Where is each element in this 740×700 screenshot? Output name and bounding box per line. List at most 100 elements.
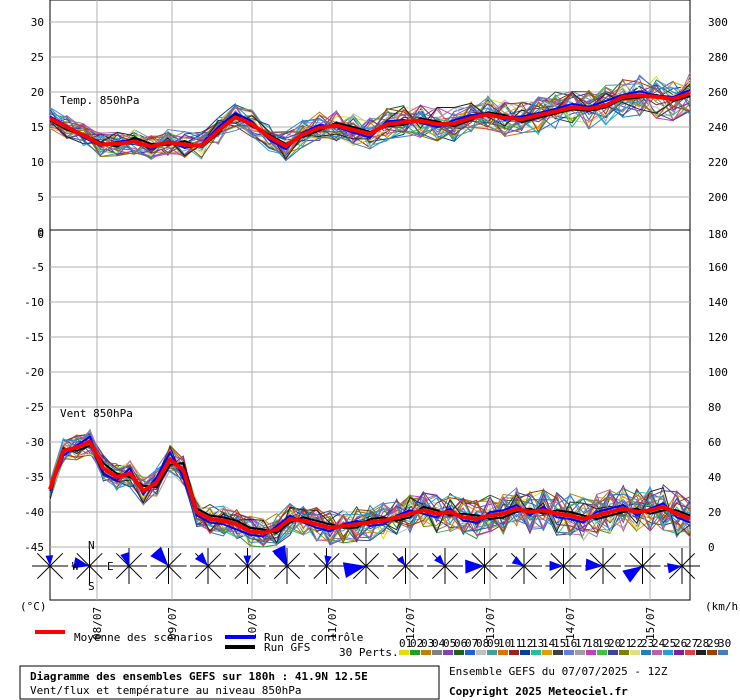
wind-rose: [111, 548, 147, 584]
rose-spoke: [405, 565, 419, 580]
rose-spoke: [550, 552, 564, 567]
right-unit: (km/h): [705, 600, 740, 613]
rose-spoke: [234, 552, 248, 567]
rose-spoke: [326, 565, 340, 580]
pert-legend-label: 17: [575, 637, 588, 650]
pert-legend-swatch: [685, 650, 695, 655]
wind-gfs-line: [49, 444, 691, 534]
temp-grid: [50, 0, 690, 230]
temp-left-tick: 25: [31, 51, 44, 64]
rose-spoke: [234, 565, 248, 580]
pert-legend-label: 07: [465, 637, 478, 650]
pert-legend-swatch: [586, 650, 596, 655]
rose-wedge: [622, 566, 643, 583]
wind-roses: [32, 545, 700, 584]
wind-grid: [50, 230, 690, 600]
pert-legend-label: 25: [663, 637, 676, 650]
wind-control-line: [49, 435, 691, 538]
pert-legend-swatch: [553, 650, 563, 655]
legend-mean-label: Moyenne des scénarios: [74, 631, 213, 644]
pert-legend-label: 04: [432, 637, 446, 650]
pert-legend-swatch: [399, 650, 409, 655]
x-tick-label: 10/07: [246, 607, 259, 640]
pert-legend-label: 16: [564, 637, 577, 650]
rose-wedge: [120, 551, 130, 566]
wind-right-tick: 180: [708, 228, 728, 241]
rose-spoke: [681, 552, 696, 567]
left-unit: (°C): [20, 600, 47, 613]
rose-spoke: [392, 565, 406, 580]
pert-legend-swatch: [476, 650, 486, 655]
wind-left-tick: 0: [37, 228, 44, 241]
rose-spoke: [431, 565, 446, 580]
pert-legend-label: 30: [718, 637, 731, 650]
wind-right-tick: 120: [708, 331, 728, 344]
temp-left-tick: 15: [31, 121, 44, 134]
wind-rose: [585, 548, 621, 584]
wind-left-tick: -15: [24, 331, 44, 344]
rose-spoke: [589, 552, 604, 567]
wind-rose: [664, 548, 700, 584]
pert-legend-label: 28: [696, 637, 709, 650]
rose-spoke: [89, 565, 103, 580]
wind-rose: [308, 548, 345, 584]
wind-rose: [150, 546, 187, 584]
pert-legend-label: 15: [553, 637, 566, 650]
pert-legend-swatch: [454, 650, 464, 655]
temp-pert-line: [49, 84, 691, 154]
pert-legend-label: 09: [487, 637, 500, 650]
wind-right-tick: 140: [708, 296, 728, 309]
rose-spoke: [36, 552, 51, 567]
pert-legend-swatch: [652, 650, 662, 655]
footer: Diagramme des ensembles GEFS sur 180h : …: [19, 665, 668, 700]
rose-spoke: [36, 565, 51, 580]
rose-spoke: [49, 565, 64, 580]
wind-rose: [506, 548, 542, 584]
wind-title: Vent 850hPa: [60, 407, 133, 420]
pert-legend-swatch: [542, 650, 552, 655]
rose-spoke: [668, 565, 683, 580]
wind-right-tick: 0: [708, 541, 715, 554]
wind-rose: [190, 548, 226, 584]
pert-legend-label: 19: [597, 637, 610, 650]
rose-spoke: [602, 552, 617, 567]
legend-perts: 0102030405060708091011121314151617181920…: [399, 637, 731, 655]
rose-wedge: [243, 555, 252, 566]
x-tick-label: 14/07: [564, 607, 577, 640]
pert-legend-swatch: [421, 650, 431, 655]
x-tick-label: 13/07: [484, 607, 497, 640]
rose-spoke: [523, 565, 538, 580]
pert-legend-swatch: [410, 650, 420, 655]
temp-plot-area: [49, 0, 691, 231]
wind-left-tick: -30: [24, 436, 44, 449]
rose-spoke: [365, 565, 380, 580]
wind-left-tick: -5: [31, 261, 44, 274]
footer-title: Diagramme des ensembles GEFS sur 180h : …: [30, 670, 368, 683]
temp-mean-line: [49, 91, 691, 149]
rose-spoke: [523, 552, 538, 567]
temp-panel: Temp. 850hPa 30 25 20 15 10 5 0 300 280 260 240 22…: [31, 0, 728, 239]
rose-wedge: [434, 554, 445, 566]
wind-right-tick: 100: [708, 366, 728, 379]
temp-right-tick: 300: [708, 16, 728, 29]
legend: Moyenne des scénarios Run de contrôle Ru…: [35, 630, 731, 659]
pert-legend-swatch: [696, 650, 706, 655]
compass-e: E: [107, 560, 114, 573]
wind-series: [48, 428, 691, 548]
rose-wedge: [324, 555, 332, 566]
rose-spoke: [313, 565, 327, 580]
pert-legend-label: 10: [498, 637, 511, 650]
rose-spoke: [668, 552, 683, 567]
pert-legend-label: 11: [509, 637, 522, 650]
wind-panel: Vent 850hPa 0-5-10-15-20-25-30-35-40-45 …: [20, 228, 740, 640]
footer-subtitle: Vent/flux et température au niveau 850hP…: [30, 684, 302, 697]
legend-perts-label: 30 Perts.: [339, 646, 399, 659]
footer-box: [19, 665, 440, 700]
x-tick-label: 11/07: [326, 607, 339, 640]
wind-rose: [545, 548, 582, 584]
rose-spoke: [115, 552, 130, 567]
rose-spoke: [313, 552, 327, 567]
rose-spoke: [352, 552, 367, 567]
wind-mean-line: [48, 440, 691, 535]
pert-legend-label: 08: [476, 637, 489, 650]
